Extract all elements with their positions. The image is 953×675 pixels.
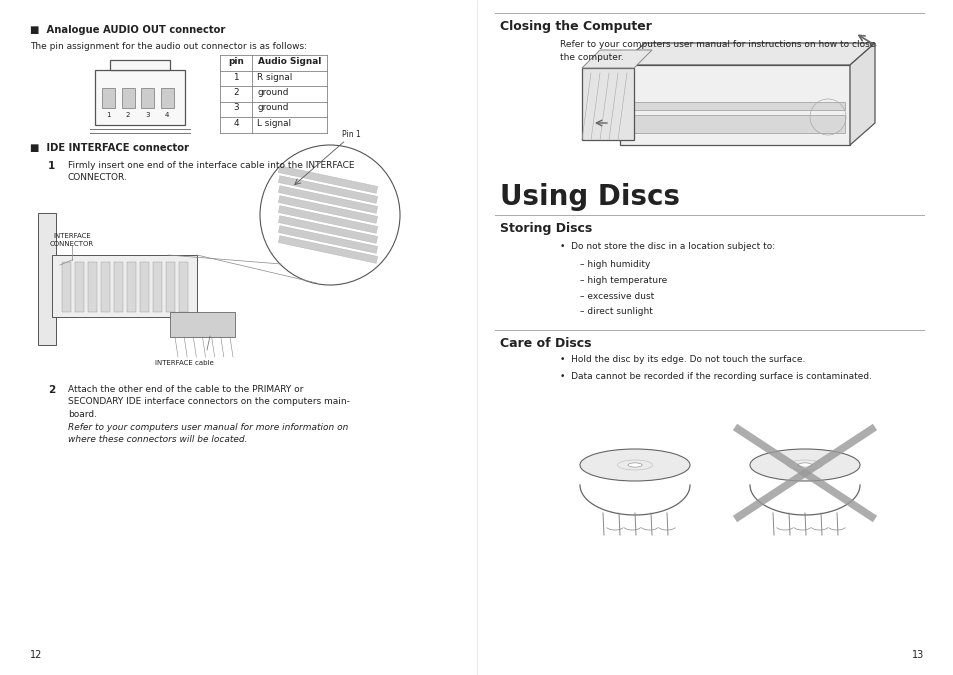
Bar <box>75 262 84 312</box>
Text: – high humidity: – high humidity <box>579 260 650 269</box>
Bar <box>95 70 185 125</box>
Text: •  Data cannot be recorded if the recording surface is contaminated.: • Data cannot be recorded if the recordi… <box>559 373 871 381</box>
Text: ■  IDE INTERFACE connector: ■ IDE INTERFACE connector <box>30 143 189 153</box>
Polygon shape <box>619 43 874 65</box>
Text: – high temperature: – high temperature <box>579 276 666 285</box>
Text: Storing Discs: Storing Discs <box>499 222 592 235</box>
Bar <box>278 176 377 203</box>
Text: 2: 2 <box>126 112 130 118</box>
Text: – direct sunlight: – direct sunlight <box>579 307 652 317</box>
Bar <box>88 262 97 312</box>
Bar <box>113 262 123 312</box>
Text: L signal: L signal <box>256 119 291 128</box>
Ellipse shape <box>749 449 859 481</box>
Text: The pin assignment for the audio out connector is as follows:: The pin assignment for the audio out con… <box>30 42 307 51</box>
Bar <box>52 255 196 317</box>
Text: – excessive dust: – excessive dust <box>579 292 654 300</box>
Bar <box>278 196 377 223</box>
Bar <box>624 102 844 110</box>
Text: 13: 13 <box>911 650 923 660</box>
Text: Firmly insert one end of the interface cable into the INTERFACE
CONNECTOR.: Firmly insert one end of the interface c… <box>68 161 355 182</box>
Text: 1: 1 <box>48 161 55 171</box>
Ellipse shape <box>627 463 641 467</box>
Text: 4: 4 <box>165 112 169 118</box>
Text: INTERFACE cable: INTERFACE cable <box>154 360 213 366</box>
Text: INTERFACE
CONNECTOR: INTERFACE CONNECTOR <box>50 233 94 246</box>
Text: pin: pin <box>228 57 244 66</box>
Text: 12: 12 <box>30 650 42 660</box>
Ellipse shape <box>797 463 811 467</box>
Bar <box>170 312 234 337</box>
Text: Audio Signal: Audio Signal <box>257 57 321 66</box>
Bar <box>141 88 153 108</box>
Bar <box>278 236 377 263</box>
Bar <box>581 68 634 140</box>
Text: Using Discs: Using Discs <box>499 183 679 211</box>
Bar <box>110 60 170 70</box>
Text: Care of Discs: Care of Discs <box>499 337 591 350</box>
Text: •  Hold the disc by its edge. Do not touch the surface.: • Hold the disc by its edge. Do not touc… <box>559 355 804 364</box>
Text: 1: 1 <box>233 72 238 82</box>
Bar <box>278 186 377 213</box>
Text: Pin 1: Pin 1 <box>341 130 360 139</box>
Text: 4: 4 <box>233 119 238 128</box>
Bar <box>624 115 844 133</box>
Text: ground: ground <box>256 88 288 97</box>
Bar <box>152 262 162 312</box>
Text: ground: ground <box>256 103 288 113</box>
Bar <box>278 225 377 253</box>
Text: Refer to your computers user manual for more information on
where these connecto: Refer to your computers user manual for … <box>68 423 348 445</box>
Ellipse shape <box>579 449 689 481</box>
Bar <box>278 206 377 234</box>
Text: ■  Analogue AUDIO OUT connector: ■ Analogue AUDIO OUT connector <box>30 25 225 35</box>
Bar <box>278 216 377 243</box>
Text: R signal: R signal <box>256 72 292 82</box>
Text: 3: 3 <box>233 103 238 113</box>
Text: 3: 3 <box>145 112 150 118</box>
Bar <box>102 88 115 108</box>
Text: •  Do not store the disc in a location subject to:: • Do not store the disc in a location su… <box>559 242 774 251</box>
Bar <box>278 165 377 193</box>
Text: Attach the other end of the cable to the PRIMARY or
SECONDARY IDE interface conn: Attach the other end of the cable to the… <box>68 385 350 419</box>
Bar <box>160 88 173 108</box>
Text: Refer to your computers user manual for instructions on how to close
the compute: Refer to your computers user manual for … <box>559 40 875 61</box>
Bar <box>38 213 56 345</box>
FancyBboxPatch shape <box>619 65 849 145</box>
Bar <box>179 262 188 312</box>
Polygon shape <box>849 43 874 145</box>
Bar <box>62 262 71 312</box>
Text: 2: 2 <box>233 88 238 97</box>
Text: 2: 2 <box>48 385 55 395</box>
Bar <box>166 262 174 312</box>
Bar <box>121 88 134 108</box>
Text: 1: 1 <box>106 112 111 118</box>
Bar <box>127 262 136 312</box>
Text: Closing the Computer: Closing the Computer <box>499 20 651 33</box>
Bar <box>140 262 149 312</box>
Polygon shape <box>581 50 651 68</box>
Bar <box>101 262 110 312</box>
